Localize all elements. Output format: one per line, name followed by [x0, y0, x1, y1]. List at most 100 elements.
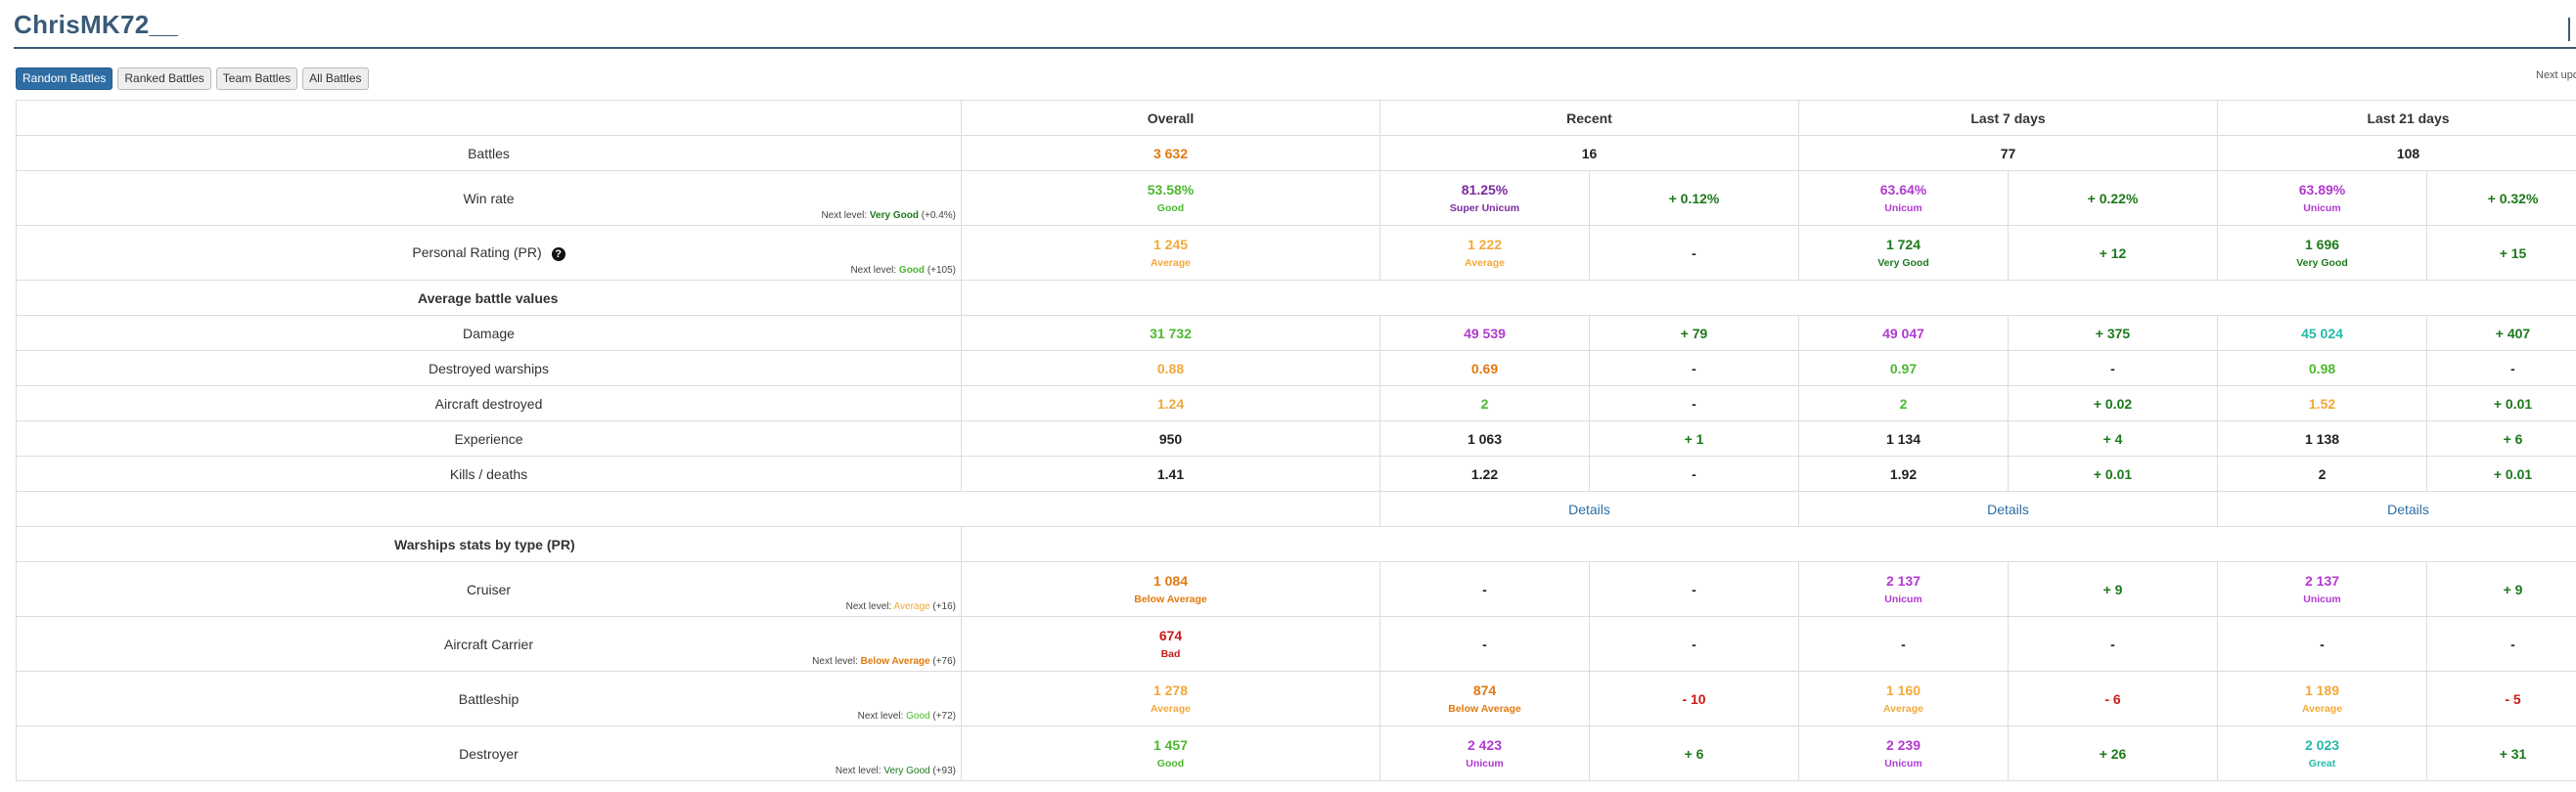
destroyed-last-7: 0.97	[1798, 350, 2009, 386]
winrate-last-7: 63.64% Unicum	[1798, 170, 2009, 226]
damage-recent: 49 539	[1379, 315, 1590, 351]
stats-table: Overall Recent Last 7 days Last 21 days …	[16, 100, 2576, 781]
details-row: Details Details Details	[16, 491, 2576, 527]
destroyer-label: Destroyer	[459, 745, 519, 762]
experience-recent-delta: + 1	[1589, 420, 1799, 457]
next-level-prefix: Next level:	[857, 711, 904, 722]
destroyed-recent: 0.69	[1379, 350, 1590, 386]
cruiser-last-7-value: 2 137	[1885, 573, 1921, 589]
destroyed-row: Destroyed warships 0.88 0.69 - 0.97 - 0.…	[16, 350, 2576, 386]
pr-recent-value: 1 222	[1467, 237, 1503, 252]
destroyed-overall: 0.88	[961, 350, 1380, 386]
carrier-row: Aircraft Carrier Next level: Below Avera…	[16, 616, 2576, 672]
battleship-recent-rating: Below Average	[1448, 703, 1521, 715]
damage-label: Damage	[16, 315, 962, 351]
destroyer-last-21: 2 023 Great	[2217, 726, 2428, 781]
aircraft-recent-delta: -	[1589, 385, 1799, 421]
battleship-recent-value: 874	[1472, 682, 1497, 698]
kd-row: Kills / deaths 1.41 1.22 - 1.92 + 0.01 2…	[16, 456, 2576, 492]
tab-random-battles[interactable]: Random Battles	[16, 67, 113, 90]
aircraft-last-7: 2	[1798, 385, 2009, 421]
pr-label-wrap: Personal Rating (PR)?	[17, 244, 961, 261]
destroyer-recent-rating: Unicum	[1466, 758, 1504, 770]
header-blank	[16, 100, 962, 136]
details-last-21-link[interactable]: Details	[2387, 501, 2429, 517]
battleship-last-7-rating: Average	[1882, 703, 1924, 715]
cruiser-last-21-delta: + 9	[2426, 561, 2576, 617]
winrate-recent: 81.25% Super Unicum	[1379, 170, 1590, 226]
pr-last-7-rating: Very Good	[1877, 257, 1929, 269]
tab-team-battles[interactable]: Team Battles	[215, 67, 298, 90]
winrate-last-7-value: 63.64%	[1879, 182, 1927, 198]
kd-recent-delta: -	[1589, 456, 1799, 492]
help-icon[interactable]: ?	[551, 246, 565, 261]
experience-label: Experience	[16, 420, 962, 457]
destroyer-recent-delta: + 6	[1589, 726, 1799, 781]
types-section-title: Warships stats by type (PR)	[16, 526, 962, 562]
carrier-recent-delta: -	[1589, 616, 1799, 672]
pr-row: Personal Rating (PR)? Next level: Good (…	[16, 225, 2576, 281]
pr-recent-delta: -	[1589, 225, 1799, 281]
tab-all-battles[interactable]: All Battles	[302, 67, 369, 90]
next-level-prefix: Next level:	[812, 656, 858, 667]
destroyer-next-level: Next level: Very Good (+93)	[836, 766, 956, 776]
carrier-label-cell: Aircraft Carrier Next level: Below Avera…	[16, 616, 962, 672]
pr-last-7-delta: + 12	[2007, 225, 2219, 281]
carrier-last-7: -	[1798, 616, 2009, 672]
winrate-last-7-rating: Unicum	[1884, 202, 1922, 214]
cruiser-next-level: Next level: Average (+16)	[846, 601, 956, 612]
next-level-delta: (+16)	[932, 601, 956, 612]
avg-section-blank	[960, 280, 2576, 316]
battleship-last-7: 1 160 Average	[1798, 671, 2009, 726]
carrier-next-level: Next level: Below Average (+76)	[812, 656, 956, 667]
winrate-recent-delta: + 0.12%	[1589, 170, 1799, 226]
carrier-overall-value: 674	[1158, 628, 1183, 643]
battles-overall: 3 632	[961, 135, 1380, 171]
cruiser-last-21-value: 2 137	[2304, 573, 2340, 589]
pr-last-21-value: 1 696	[2304, 237, 2340, 252]
experience-recent: 1 063	[1379, 420, 1590, 457]
header-last-21-days: Last 21 days	[2217, 100, 2576, 136]
title-edge-mark	[2568, 18, 2570, 41]
next-level-prefix: Next level:	[835, 766, 881, 776]
pr-overall-value: 1 245	[1152, 237, 1189, 252]
winrate-last-21-rating: Unicum	[2303, 202, 2341, 214]
next-level-name: Below Average	[860, 656, 930, 667]
aircraft-last-21: 1.52	[2217, 385, 2428, 421]
battleship-last-21: 1 189 Average	[2217, 671, 2428, 726]
cruiser-last-7-rating: Unicum	[1884, 594, 1922, 605]
carrier-last-7-delta: -	[2007, 616, 2219, 672]
details-last-7-link[interactable]: Details	[1987, 501, 2029, 517]
winrate-last-21-delta: + 0.32%	[2426, 170, 2576, 226]
battle-type-tabs: Random Battles Ranked Battles Team Battl…	[16, 67, 369, 90]
avg-section-row: Average battle values	[16, 280, 2576, 316]
winrate-overall-rating: Good	[1156, 202, 1185, 214]
kd-overall: 1.41	[961, 456, 1380, 492]
carrier-overall: 674 Bad	[961, 616, 1380, 672]
pr-last-21-delta: + 15	[2426, 225, 2576, 281]
destroyed-last-7-delta: -	[2007, 350, 2219, 386]
battleship-last-21-delta: - 5	[2426, 671, 2576, 726]
pr-last-7-value: 1 724	[1885, 237, 1921, 252]
battleship-last-7-value: 1 160	[1885, 682, 1921, 698]
tab-ranked-battles[interactable]: Ranked Battles	[117, 67, 211, 90]
cruiser-overall-rating: Below Average	[1134, 594, 1207, 605]
destroyer-last-21-value: 2 023	[2304, 737, 2340, 753]
experience-last-7: 1 134	[1798, 420, 2009, 457]
details-recent-link[interactable]: Details	[1568, 501, 1610, 517]
next-level-name: Average	[893, 601, 930, 612]
aircraft-last-21-delta: + 0.01	[2426, 385, 2576, 421]
experience-row: Experience 950 1 063 + 1 1 134 + 4 1 138…	[16, 420, 2576, 457]
pr-recent: 1 222 Average	[1379, 225, 1590, 281]
destroyer-recent-value: 2 423	[1467, 737, 1503, 753]
winrate-label: Win rate	[463, 190, 515, 206]
battles-row: Battles 3 632 16 77 108	[16, 135, 2576, 171]
destroyer-last-7: 2 239 Unicum	[1798, 726, 2009, 781]
battleship-overall: 1 278 Average	[961, 671, 1380, 726]
kd-last-7-delta: + 0.01	[2007, 456, 2219, 492]
experience-last-21: 1 138	[2217, 420, 2428, 457]
cruiser-last-7: 2 137 Unicum	[1798, 561, 2009, 617]
cruiser-overall-value: 1 084	[1152, 573, 1189, 589]
pr-last-7: 1 724 Very Good	[1798, 225, 2009, 281]
next-level-delta: (+105)	[926, 265, 956, 276]
